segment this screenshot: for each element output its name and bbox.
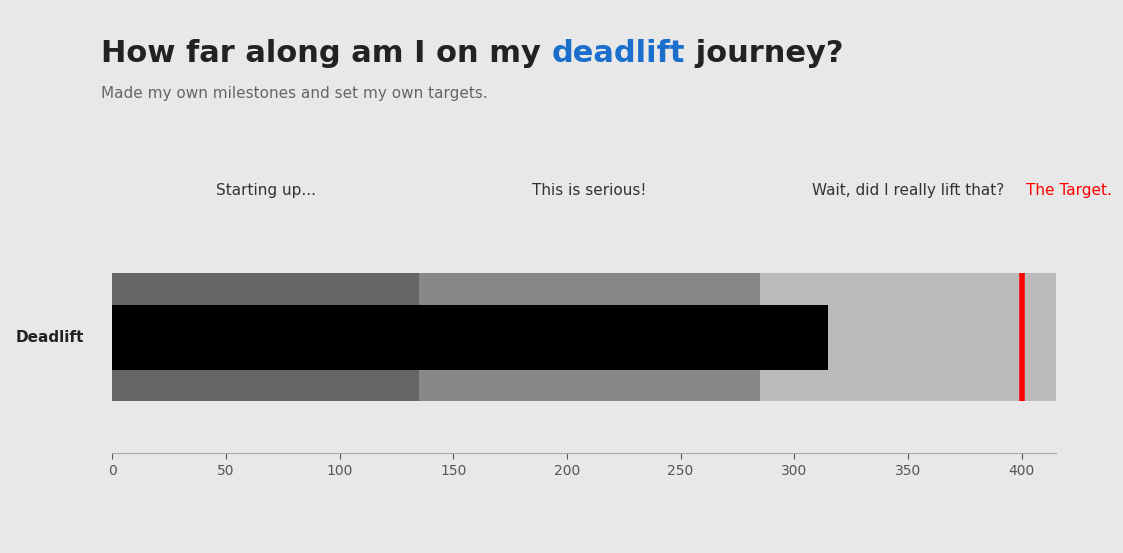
Bar — [760, 273, 1056, 401]
Bar — [112, 273, 419, 401]
Text: Wait, did I really lift that?: Wait, did I really lift that? — [812, 183, 1004, 198]
Text: The Target.: The Target. — [1026, 183, 1112, 198]
Text: Starting up...: Starting up... — [216, 183, 316, 198]
Text: Made my own milestones and set my own targets.: Made my own milestones and set my own ta… — [101, 86, 487, 101]
Text: How far along am I on my: How far along am I on my — [101, 39, 551, 67]
Text: This is serious!: This is serious! — [532, 183, 647, 198]
Bar — [419, 273, 760, 401]
Text: journey?: journey? — [685, 39, 843, 67]
Text: deadlift: deadlift — [551, 39, 685, 67]
Bar — [112, 305, 829, 370]
Y-axis label: Deadlift: Deadlift — [16, 330, 84, 345]
